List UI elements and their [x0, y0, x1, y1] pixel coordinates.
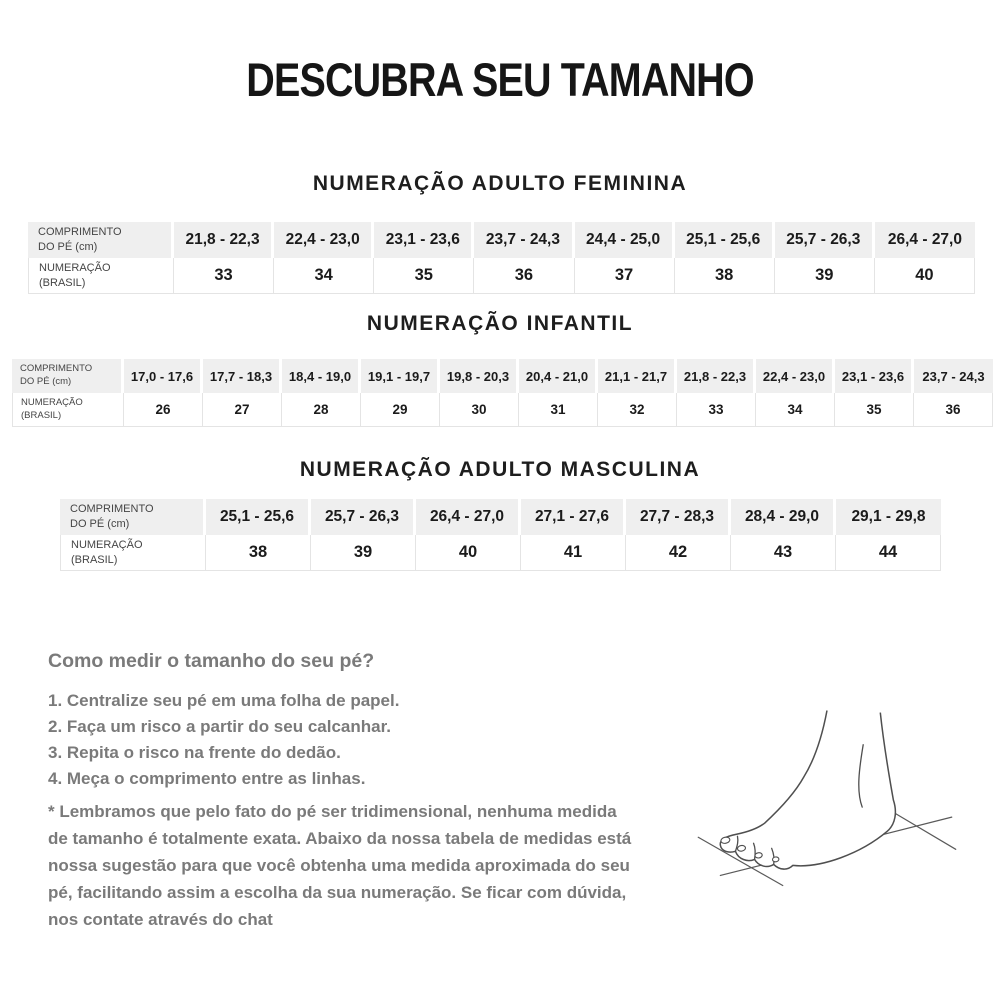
foot-length-cell: 28,4 - 29,0 [731, 499, 836, 535]
howto-step: 2. Faça um risco a partir do seu calcanh… [48, 717, 391, 736]
foot-length-cell: 27,1 - 27,6 [521, 499, 626, 535]
size-table-kids: COMPRIMENTO DO PÉ (cm) 17,0 - 17,6 17,7 - 1… [12, 359, 993, 427]
howto-step: 4. Meça o comprimento entre as linhas. [48, 769, 366, 788]
howto-note: * Lembramos que pelo fato do pé ser trid… [48, 802, 632, 929]
foot-length-cell: 29,1 - 29,8 [836, 499, 941, 535]
foot-length-cell: 23,7 - 24,3 [914, 359, 993, 393]
foot-length-cell: 26,4 - 27,0 [416, 499, 521, 535]
howto-steps: 1. Centralize seu pé em uma folha de pap… [48, 688, 399, 792]
shoe-size-cell: 35 [835, 393, 914, 427]
shoe-size-cell: 44 [836, 535, 941, 571]
foot-length-cell: 21,8 - 22,3 [174, 222, 275, 258]
shoe-size-cell: 34 [274, 258, 375, 294]
shoe-size-cell: 33 [174, 258, 275, 294]
foot-length-cell: 21,8 - 22,3 [677, 359, 756, 393]
foot-length-cell: 23,1 - 23,6 [374, 222, 475, 258]
howto-heading: Como medir o tamanho do seu pé? [48, 650, 375, 672]
shoe-size-cell: 40 [874, 258, 975, 294]
shoe-size-cell: 41 [521, 535, 626, 571]
foot-length-cell: 25,7 - 26,3 [774, 222, 875, 258]
foot-length-cell: 25,1 - 25,6 [674, 222, 775, 258]
shoe-size-cell: 39 [774, 258, 875, 294]
shoe-size-cell: 34 [756, 393, 835, 427]
shoe-size-cell: 43 [731, 535, 836, 571]
shoe-size-cell: 26 [124, 393, 203, 427]
shoe-size-cell: 38 [674, 258, 775, 294]
foot-length-cell: 17,0 - 17,6 [124, 359, 203, 393]
howto-step: 3. Repita o risco na frente do dedão. [48, 743, 341, 762]
foot-length-cell: 19,1 - 19,7 [361, 359, 440, 393]
foot-length-cell: 20,4 - 21,0 [519, 359, 598, 393]
shoe-size-cell: 30 [440, 393, 519, 427]
shoe-size-cell: 38 [206, 535, 311, 571]
shoe-size-cell: 35 [374, 258, 475, 294]
section-title-adult-female: NUMERAÇÃO ADULTO FEMININA [312, 172, 688, 195]
row-label: NUMERAÇÃO (BRASIL) [12, 393, 124, 427]
page-title: DESCUBRA SEU TAMANHO [246, 53, 754, 106]
section-title-adult-male: NUMERAÇÃO ADULTO MASCULINA [299, 458, 701, 481]
foot-length-cell: 23,7 - 24,3 [474, 222, 575, 258]
shoe-size-cell: 36 [474, 258, 575, 294]
row-label: COMPRIMENTO DO PÉ (cm) [12, 359, 124, 393]
foot-length-cell: 25,1 - 25,6 [206, 499, 311, 535]
foot-length-cell: 23,1 - 23,6 [835, 359, 914, 393]
shoe-size-cell: 33 [677, 393, 756, 427]
foot-illustration-icon [697, 710, 957, 887]
shoe-size-cell: 31 [519, 393, 598, 427]
foot-length-cell: 24,4 - 25,0 [574, 222, 675, 258]
foot-length-cell: 22,4 - 23,0 [274, 222, 375, 258]
row-label: COMPRIMENTO DO PÉ (cm) [28, 222, 174, 258]
shoe-size-cell: 29 [361, 393, 440, 427]
row-label: COMPRIMENTO DO PÉ (cm) [60, 499, 206, 535]
foot-length-cell: 19,8 - 20,3 [440, 359, 519, 393]
howto-step: 1. Centralize seu pé em uma folha de pap… [48, 691, 400, 710]
size-table-adult-male: COMPRIMENTO DO PÉ (cm) 25,1 - 25,6 25,7 - 2… [60, 499, 941, 571]
shoe-size-cell: 42 [626, 535, 731, 571]
foot-length-cell: 25,7 - 26,3 [311, 499, 416, 535]
shoe-size-cell: 32 [598, 393, 677, 427]
row-label: NUMERAÇÃO (BRASIL) [60, 535, 206, 571]
shoe-size-cell: 40 [416, 535, 521, 571]
shoe-size-cell: 36 [914, 393, 993, 427]
foot-length-cell: 26,4 - 27,0 [874, 222, 975, 258]
size-table-adult-female: COMPRIMENTO DO PÉ (cm) 21,8 - 22,3 22,4 - 2… [28, 222, 975, 294]
foot-length-cell: 22,4 - 23,0 [756, 359, 835, 393]
shoe-size-cell: 27 [203, 393, 282, 427]
section-title-kids: NUMERAÇÃO INFANTIL [366, 312, 634, 335]
foot-length-cell: 17,7 - 18,3 [203, 359, 282, 393]
row-label: NUMERAÇÃO (BRASIL) [28, 258, 174, 294]
foot-length-cell: 18,4 - 19,0 [282, 359, 361, 393]
shoe-size-cell: 37 [574, 258, 675, 294]
foot-length-cell: 27,7 - 28,3 [626, 499, 731, 535]
shoe-size-cell: 28 [282, 393, 361, 427]
shoe-size-cell: 39 [311, 535, 416, 571]
foot-length-cell: 21,1 - 21,7 [598, 359, 677, 393]
